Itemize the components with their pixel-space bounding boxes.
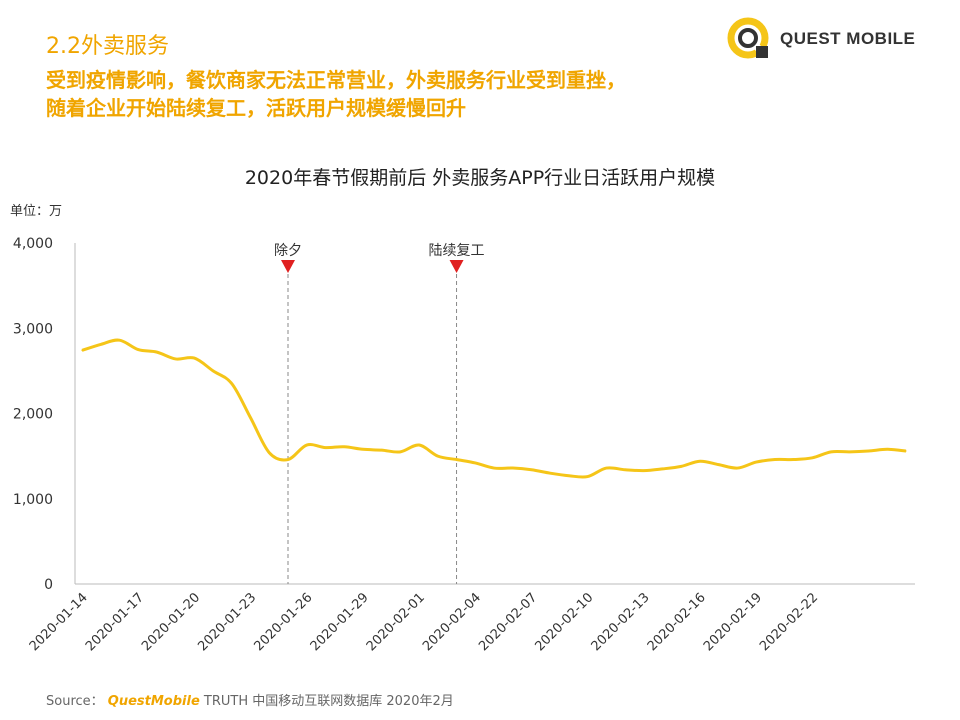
quest-mobile-logo-icon <box>727 17 769 59</box>
x-tick-label: 2020-02-13 <box>589 590 653 654</box>
data-point <box>343 446 345 448</box>
data-point <box>362 448 364 450</box>
source-brand: QuestMobile <box>107 694 200 709</box>
data-point <box>643 470 645 472</box>
data-point <box>493 467 495 469</box>
data-point <box>512 467 514 469</box>
headline-line-2: 随着企业开始陆续复工，活跃用户规模缓慢回升 <box>46 96 466 120</box>
annotation-label: 陆续复工 <box>429 242 485 259</box>
x-tick-label: 2020-01-14 <box>27 590 91 654</box>
data-point <box>849 451 851 453</box>
headline-line-1: 受到疫情影响，餐饮商家无法正常营业，外卖服务行业受到重挫， <box>46 68 626 92</box>
x-tick-label: 2020-02-19 <box>701 590 765 654</box>
data-point <box>381 449 383 451</box>
data-point <box>886 448 888 450</box>
unit-label: 单位：万 <box>10 204 62 219</box>
y-tick-label: 1,000 <box>13 492 53 508</box>
data-point <box>118 339 121 341</box>
data-point <box>680 465 682 467</box>
chart-title: 2020年春节假期前后 外卖服务APP行业日活跃用户规模 <box>245 167 715 189</box>
y-tick-label: 3,000 <box>13 321 53 337</box>
x-tick-label: 2020-02-04 <box>420 590 484 654</box>
x-tick-label: 2020-02-16 <box>645 590 709 654</box>
logo-text: QUEST MOBILE <box>780 29 916 48</box>
source-rest: TRUTH 中国移动互联网数据库 2020年2月 <box>203 694 454 709</box>
x-tick-label: 2020-01-29 <box>308 590 372 654</box>
data-point <box>306 444 308 446</box>
x-tick-label: 2020-02-22 <box>757 590 821 654</box>
data-point <box>905 450 907 452</box>
data-point <box>287 458 289 461</box>
data-point <box>568 475 570 477</box>
data-point <box>624 469 626 471</box>
data-point <box>268 452 270 454</box>
data-point <box>474 462 476 464</box>
data-point <box>81 349 83 352</box>
source-line: Source： QuestMobile TRUTH 中国移动互联网数据库 202… <box>46 690 454 709</box>
data-point <box>156 351 158 353</box>
data-point <box>175 358 177 360</box>
data-point <box>437 455 439 457</box>
data-point <box>755 461 757 463</box>
data-point <box>793 458 795 461</box>
data-point <box>530 469 533 471</box>
data-point <box>231 383 233 385</box>
data-point <box>137 348 139 351</box>
annotation-marker <box>449 260 464 273</box>
data-point <box>212 370 214 372</box>
data-point <box>830 451 832 453</box>
headline: 受到疫情影响，餐饮商家无法正常营业，外卖服务行业受到重挫， 随着企业开始陆续复工… <box>46 66 626 122</box>
data-point <box>587 475 589 478</box>
source-prefix: Source： <box>46 694 104 709</box>
quest-mobile-logo: QUEST MOBILE <box>726 16 915 62</box>
data-point <box>867 450 870 452</box>
x-tick-label: 2020-01-26 <box>252 590 316 654</box>
annotation-label: 除夕 <box>274 243 302 259</box>
x-tick-label: 2020-01-23 <box>195 590 259 654</box>
data-point <box>811 457 813 459</box>
data-point <box>193 357 195 359</box>
data-point <box>549 472 551 474</box>
data-point <box>774 458 776 461</box>
data-point <box>605 467 607 469</box>
data-point <box>718 464 720 466</box>
data-point <box>699 460 701 462</box>
x-tick-label: 2020-02-10 <box>532 590 596 654</box>
data-point <box>399 451 401 453</box>
data-point <box>249 417 252 419</box>
y-tick-label: 4,000 <box>13 236 53 252</box>
data-point <box>736 467 739 469</box>
data-point <box>418 444 420 446</box>
x-tick-label: 2020-02-01 <box>364 590 428 654</box>
y-tick-label: 2,000 <box>13 407 53 423</box>
annotation-marker <box>281 260 295 273</box>
data-point <box>100 343 102 346</box>
series-line-dau <box>81 338 907 479</box>
y-tick-label: 0 <box>44 577 53 593</box>
data-point <box>324 447 327 449</box>
dau-line-chart: 2020年春节假期前后 外卖服务APP行业日活跃用户规模 单位：万 0 1,000… <box>10 167 915 654</box>
data-point <box>455 458 458 461</box>
x-tick-label: 2020-01-20 <box>139 590 203 654</box>
section-title: 2.2外卖服务 <box>46 34 169 59</box>
x-tick-label: 2020-01-17 <box>83 590 147 654</box>
x-tick-label: 2020-02-07 <box>476 590 540 654</box>
data-point <box>661 468 664 470</box>
